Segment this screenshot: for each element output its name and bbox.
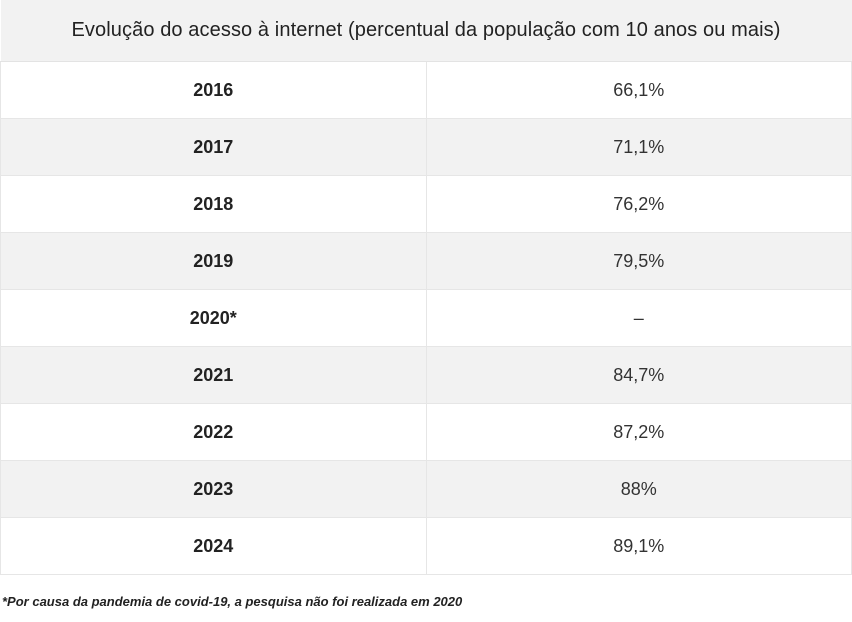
internet-access-table: Evolução do acesso à internet (percentua… xyxy=(0,0,852,575)
table-row: 2023 88% xyxy=(0,460,852,518)
footnote: *Por causa da pandemia de covid-19, a pe… xyxy=(2,594,463,609)
year-cell: 2023 xyxy=(0,460,427,518)
table-row: 2022 87,2% xyxy=(0,403,852,461)
year-cell: 2021 xyxy=(0,346,427,404)
table-row: 2019 79,5% xyxy=(0,232,852,290)
value-cell: 84,7% xyxy=(425,346,852,404)
year-cell: 2022 xyxy=(0,403,427,461)
year-cell: 2017 xyxy=(0,118,427,176)
year-cell: 2016 xyxy=(0,61,427,119)
table-row: 2018 76,2% xyxy=(0,175,852,233)
table-row: 2021 84,7% xyxy=(0,346,852,404)
year-cell: 2019 xyxy=(0,232,427,290)
value-cell: 76,2% xyxy=(425,175,852,233)
value-cell: 79,5% xyxy=(425,232,852,290)
table-row: 2017 71,1% xyxy=(0,118,852,176)
table-caption: Evolução do acesso à internet (percentua… xyxy=(0,0,852,62)
value-cell: 89,1% xyxy=(425,517,852,575)
value-cell: 66,1% xyxy=(425,61,852,119)
year-cell: 2024 xyxy=(0,517,427,575)
table-row: 2016 66,1% xyxy=(0,61,852,119)
value-cell: 88% xyxy=(425,460,852,518)
value-cell: – xyxy=(425,289,852,347)
value-cell: 87,2% xyxy=(425,403,852,461)
table-row: 2020* – xyxy=(0,289,852,347)
year-cell: 2018 xyxy=(0,175,427,233)
value-cell: 71,1% xyxy=(425,118,852,176)
table-header-row: Evolução do acesso à internet (percentua… xyxy=(0,0,852,62)
table-row: 2024 89,1% xyxy=(0,517,852,575)
internet-access-table-container: Evolução do acesso à internet (percentua… xyxy=(0,0,852,575)
year-cell: 2020* xyxy=(0,289,427,347)
